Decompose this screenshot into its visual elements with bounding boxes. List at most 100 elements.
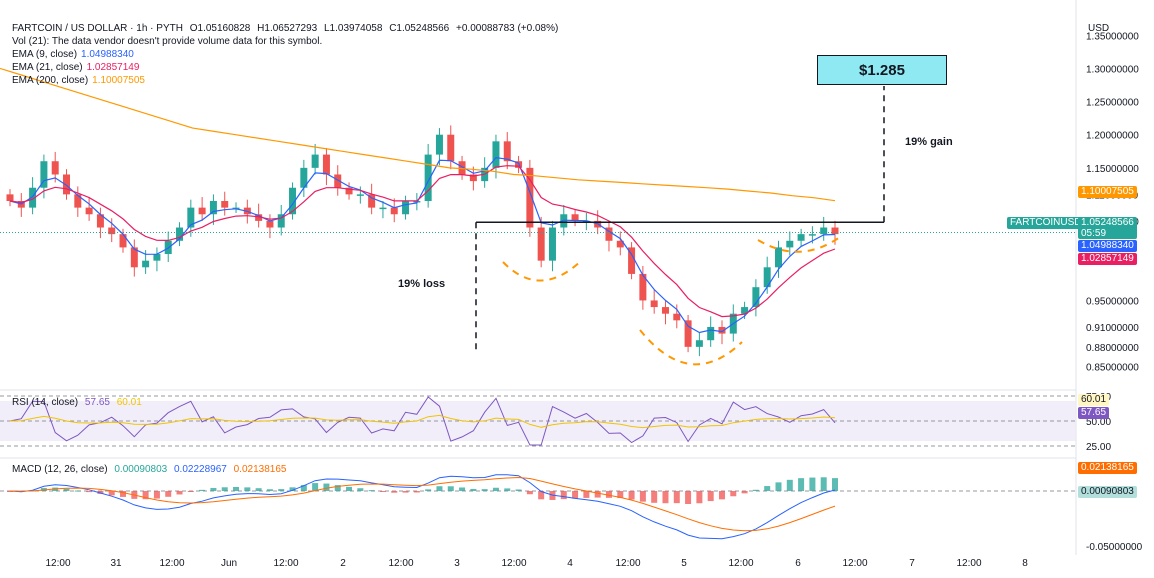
macd-histogram-bar: [594, 491, 601, 498]
candle: [458, 161, 466, 175]
macd-histogram-bar: [798, 478, 805, 491]
macd-histogram-bar: [368, 490, 375, 492]
candle: [51, 161, 59, 175]
macd-signal-line: [9, 476, 836, 532]
candle: [605, 227, 613, 241]
time-tick-label: 2: [340, 558, 346, 569]
time-tick-label: 12:00: [842, 558, 867, 569]
macd-histogram-bar: [459, 487, 466, 491]
candle: [187, 207, 195, 228]
time-tick-label: 5: [681, 558, 687, 569]
ema9-line: [9, 156, 836, 334]
last-price: 1.05248566: [1081, 217, 1134, 228]
macd-histogram-bar: [628, 491, 635, 500]
candle: [74, 194, 82, 208]
ema21-line: [9, 165, 836, 318]
macd-histogram-bar: [334, 485, 341, 491]
candle: [255, 214, 263, 221]
candle: [560, 214, 568, 228]
macd-histogram-bar: [572, 491, 579, 499]
macd-histogram-bar: [538, 491, 545, 500]
ema9-price-badge: 1.04988340: [1078, 240, 1137, 252]
candle: [334, 174, 342, 188]
time-tick-label: 4: [567, 558, 573, 569]
ohlc-close: C1.05248566: [389, 23, 450, 34]
candle: [808, 234, 816, 236]
time-tick-label: 12:00: [388, 558, 413, 569]
macd-histogram-bar: [730, 491, 737, 497]
macd-histogram-bar: [741, 491, 748, 494]
macd-histogram-bar: [97, 491, 104, 494]
macd-histogram-bar: [402, 491, 409, 493]
macd-histogram-bar: [515, 489, 522, 491]
candle: [526, 167, 534, 228]
time-tick-label: 8: [1022, 558, 1028, 569]
macd-legend[interactable]: MACD (12, 26, close) 0.00090803 0.022289…: [12, 464, 287, 475]
macd-histogram-bar: [244, 487, 251, 491]
macd-histogram-bar: [639, 491, 646, 502]
macd-histogram-bar: [165, 491, 172, 497]
ohlc-high: H1.06527293: [257, 23, 318, 34]
macd-histogram-bar: [391, 491, 398, 493]
rsi-badge: 57.65: [1078, 407, 1110, 419]
price-tick-label: 0.95000000: [1086, 296, 1139, 307]
candle: [786, 240, 794, 248]
candle: [142, 260, 150, 268]
ema200-line: [0, 67, 836, 202]
ema9-legend[interactable]: EMA (9, close) 1.04988340: [12, 49, 134, 60]
candle: [447, 134, 455, 162]
ema21-legend[interactable]: EMA (21, close) 1.02857149: [12, 62, 140, 73]
candle: [673, 313, 681, 321]
price-tick-label: 1.25000000: [1086, 98, 1139, 109]
candle: [300, 167, 308, 188]
candle: [820, 227, 828, 235]
macd-histogram-bar: [86, 491, 93, 493]
candle: [153, 254, 161, 261]
macd-histogram-bar: [583, 491, 590, 498]
rsi-tick-label: 25.00: [1086, 442, 1111, 453]
macd-histogram-bar: [346, 486, 353, 491]
macd-histogram-bar: [481, 489, 488, 491]
macd-histogram-bar: [605, 491, 612, 498]
currency-label[interactable]: USD: [1088, 23, 1110, 34]
time-tick-label: 12:00: [273, 558, 298, 569]
macd-histogram-bar: [425, 489, 432, 491]
macd-histogram-bar: [413, 491, 420, 493]
candle: [774, 247, 782, 268]
macd-histogram-bar: [266, 489, 273, 491]
time-tick-label: 12:00: [501, 558, 526, 569]
time-tick-label: 7: [909, 558, 915, 569]
right-shoulder-arc: [757, 236, 841, 253]
macd-histogram-bar: [685, 491, 692, 505]
candle: [96, 214, 104, 228]
macd-histogram-bar: [526, 491, 533, 495]
left-shoulder-arc: [502, 259, 583, 282]
rsi-legend[interactable]: RSI (14, close) 57.65 60.01: [12, 397, 142, 408]
rsi-ma-badge: 60.01: [1078, 394, 1110, 406]
symbol-title[interactable]: FARTCOIN / US DOLLAR · 1h · PYTH: [12, 23, 183, 34]
macd-histogram-bar: [153, 491, 160, 499]
candle: [379, 207, 387, 210]
macd-histogram-bar: [120, 491, 127, 497]
volume-note: Vol (21): The data vendor doesn't provid…: [12, 36, 323, 47]
macd-histogram-bar: [752, 489, 759, 491]
candle: [763, 267, 771, 288]
candle: [289, 187, 297, 215]
macd-histogram-bar: [718, 491, 725, 500]
macd-histogram-bar: [233, 486, 240, 491]
candle: [108, 227, 116, 235]
time-tick-label: 31: [110, 558, 122, 569]
rsi-tick-label: 50.00: [1086, 417, 1111, 428]
price-tick-label: 0.91000000: [1086, 323, 1139, 334]
ema200-legend[interactable]: EMA (200, close) 1.10007505: [12, 75, 145, 86]
time-tick-label: 12:00: [956, 558, 981, 569]
price-tick-label: 1.30000000: [1086, 64, 1139, 75]
macd-histogram-bar: [300, 485, 307, 491]
candle: [40, 161, 48, 188]
macd-histogram-bar: [255, 488, 262, 491]
candle: [119, 234, 127, 248]
macd-histogram-bar: [651, 491, 658, 503]
ema200-price-badge: 1.10007505: [1078, 186, 1137, 198]
macd-histogram-bar: [764, 486, 771, 491]
macd-line: [9, 474, 836, 540]
